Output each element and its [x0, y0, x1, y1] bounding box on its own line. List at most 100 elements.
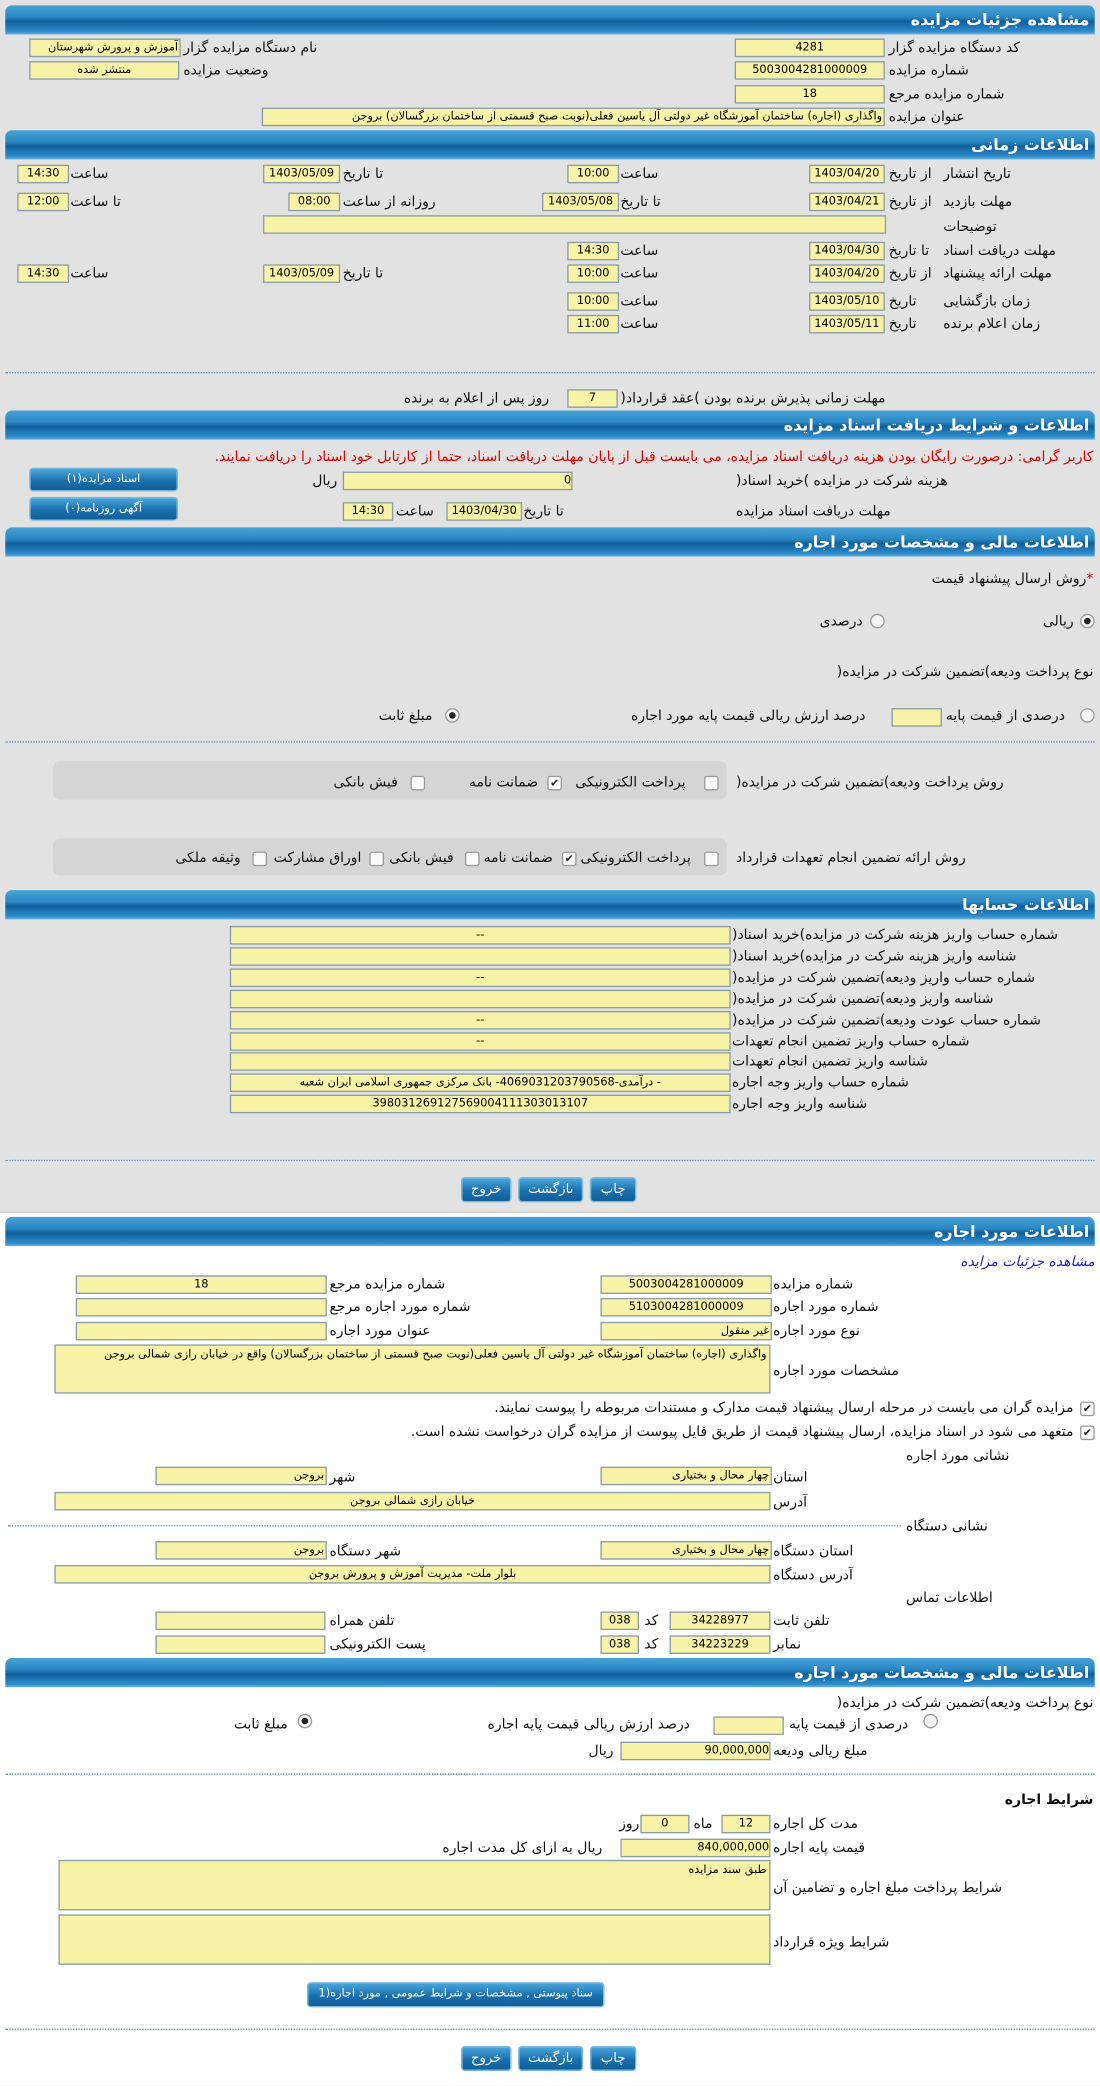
- lease-months-field[interactable]: 12: [721, 1814, 771, 1834]
- account-label: شناسه واریز ودیعه)تضمین شرکت در مزایده(: [732, 991, 994, 1008]
- guarantee-letter-label: ضمانت نامه: [468, 774, 539, 791]
- back-button[interactable]: بازگشت: [518, 1177, 584, 1203]
- phone-code-field[interactable]: 038: [600, 1611, 640, 1631]
- docs-deadline-time[interactable]: 14:30: [342, 502, 394, 521]
- auction-number-field[interactable]: 5003004281000009: [734, 61, 885, 80]
- account-field[interactable]: 398031269127569004111303013107: [229, 1094, 731, 1114]
- auction-status-field[interactable]: منتشر شده: [29, 61, 180, 80]
- to-date-label: تا تاریخ: [620, 193, 661, 210]
- mobile-field[interactable]: [155, 1611, 326, 1631]
- docs-fee-field[interactable]: 0: [342, 471, 573, 491]
- fax-code-field[interactable]: 038: [600, 1635, 640, 1654]
- auction-docs-button[interactable]: اسناد مزایده(۱): [29, 467, 179, 492]
- exit-button[interactable]: خروج: [460, 1177, 512, 1203]
- account-field[interactable]: [229, 947, 731, 966]
- org-province-field[interactable]: چهار محال و بختیاری: [600, 1541, 772, 1560]
- checkbox-bank-receipt[interactable]: [410, 775, 426, 791]
- section-header-lease-finance: اطلاعات مالی و مشخصات مورد اجاره: [5, 1657, 1095, 1688]
- back-button[interactable]: بازگشت: [518, 2045, 584, 2072]
- checkbox-property-collateral[interactable]: [252, 851, 268, 867]
- publish-to-date[interactable]: 1403/05/09: [263, 164, 341, 184]
- attachments-button[interactable]: سناد پیوستی , مشخصات و شرایط عمومی , مور…: [306, 1982, 605, 2008]
- account-field[interactable]: --: [229, 1010, 731, 1030]
- account-field[interactable]: [229, 1052, 731, 1071]
- visit-to-date[interactable]: 1403/05/08: [542, 192, 620, 212]
- city-field[interactable]: بروجن: [155, 1466, 327, 1486]
- account-field[interactable]: --: [229, 968, 731, 988]
- docs-deadline-date[interactable]: 1403/04/30: [446, 502, 523, 521]
- org-name-field[interactable]: آموزش و پرورش شهرستان: [29, 38, 181, 58]
- publish-from-time[interactable]: 10:00: [567, 164, 620, 184]
- from-date-label: از تاریخ: [888, 166, 932, 183]
- newspaper-ad-button[interactable]: آگهی روزنامه(۰): [29, 496, 179, 521]
- auction-title-field[interactable]: واگذاری (اجاره) ساختمان آموزشگاه غیر دول…: [261, 107, 885, 127]
- payment-terms-textarea[interactable]: طبق سند مزایده: [58, 1859, 771, 1911]
- checkbox-electronic-payment[interactable]: [704, 775, 719, 791]
- fax-field[interactable]: 34223229: [669, 1635, 771, 1654]
- phone-field[interactable]: 34228977: [669, 1611, 771, 1631]
- radio-rial[interactable]: [1080, 613, 1095, 629]
- exit-button[interactable]: خروج: [460, 2045, 512, 2072]
- lease-item-type-field[interactable]: غیر منقول: [600, 1321, 772, 1341]
- deposit-percent-field[interactable]: [891, 708, 942, 727]
- email-field[interactable]: [155, 1635, 326, 1654]
- reference-number-field[interactable]: 18: [734, 85, 885, 104]
- checkbox-guarantee-letter[interactable]: [547, 775, 562, 791]
- offer-from-date[interactable]: 1403/04/20: [809, 264, 885, 283]
- lease-spec-textarea[interactable]: واگذاری (اجاره) ساختمان آموزشگاه غیر دول…: [54, 1344, 771, 1394]
- view-auction-details-link[interactable]: مشاهده جزئیات مزایده: [960, 1254, 1095, 1271]
- special-terms-textarea[interactable]: [58, 1914, 771, 1965]
- deposit-percent-desc: درصد ارزش ریالی قیمت پایه مورد اجاره: [631, 708, 866, 725]
- winner-time[interactable]: 11:00: [567, 314, 620, 334]
- radio-lease-deposit-fixed[interactable]: [297, 1713, 313, 1729]
- opening-time[interactable]: 10:00: [567, 292, 620, 311]
- print-button[interactable]: چاپ: [589, 1177, 637, 1203]
- province-field[interactable]: چهار محال و بختیاری: [600, 1466, 772, 1486]
- account-field[interactable]: - درآمدی-4069031203790568- بانک مرکزی جم…: [229, 1073, 731, 1093]
- lease-days-field[interactable]: 0: [640, 1814, 690, 1834]
- property-collateral-label: وثیقه ملکی: [175, 850, 241, 867]
- offer-to-date[interactable]: 1403/05/09: [263, 264, 341, 283]
- org-code-field[interactable]: 4281: [734, 38, 885, 58]
- radio-deposit-percent[interactable]: [1080, 708, 1095, 723]
- opening-date[interactable]: 1403/05/10: [809, 292, 885, 311]
- base-price-field[interactable]: 840,000,000: [620, 1838, 771, 1858]
- checkbox-electronic-payment[interactable]: [704, 851, 719, 867]
- notes-field[interactable]: [263, 215, 887, 234]
- lease-item-number-field[interactable]: 5103004281000009: [600, 1297, 772, 1317]
- checkbox-no-attachment-commitment[interactable]: [1080, 1425, 1095, 1441]
- radio-lease-deposit-percent[interactable]: [923, 1713, 938, 1729]
- lease-item-ref-field[interactable]: [75, 1297, 327, 1317]
- org-address-field[interactable]: بلوار ملت- مدیریت آموزش و پرورش بروجن: [54, 1564, 771, 1584]
- checkbox-participation-bonds[interactable]: [369, 851, 384, 867]
- visit-from-date[interactable]: 1403/04/21: [809, 192, 885, 212]
- account-field[interactable]: [229, 989, 731, 1009]
- lease-auction-number-field[interactable]: 5003004281000009: [600, 1275, 772, 1294]
- lease-deposit-percent-field[interactable]: [713, 1716, 784, 1736]
- checkbox-attach-documents[interactable]: [1080, 1401, 1095, 1417]
- account-field[interactable]: --: [229, 1032, 731, 1051]
- account-field[interactable]: --: [229, 925, 731, 945]
- visit-to-time[interactable]: 12:00: [17, 192, 70, 212]
- lease-item-title-field[interactable]: [75, 1321, 327, 1341]
- checkbox-bank-receipt[interactable]: [464, 851, 480, 867]
- radio-percent[interactable]: [870, 613, 885, 629]
- publish-from-date[interactable]: 1403/04/20: [809, 164, 885, 184]
- docs-to-time[interactable]: 14:30: [567, 241, 620, 261]
- offer-to-time[interactable]: 14:30: [17, 264, 70, 283]
- offer-from-time[interactable]: 10:00: [567, 264, 620, 283]
- radio-deposit-fixed[interactable]: [445, 708, 460, 723]
- acceptance-days-field[interactable]: 7: [567, 389, 618, 408]
- print-button[interactable]: چاپ: [589, 2045, 637, 2072]
- lease-ref-number-field[interactable]: 18: [75, 1275, 327, 1294]
- visit-daily-from-time[interactable]: 08:00: [288, 192, 341, 212]
- publish-to-time[interactable]: 14:30: [17, 164, 70, 184]
- winner-date[interactable]: 1403/05/11: [809, 314, 885, 334]
- checkbox-guarantee-letter[interactable]: [561, 851, 577, 867]
- account-label: شناسه واریز تضمین انجام تعهدات: [732, 1053, 928, 1070]
- address-label: آدرس: [773, 1494, 808, 1511]
- address-field[interactable]: خیابان رازی شمالی بروجن: [54, 1491, 771, 1511]
- docs-to-date[interactable]: 1403/04/30: [809, 241, 885, 261]
- deposit-amount-field[interactable]: 90,000,000: [620, 1741, 771, 1761]
- org-city-field[interactable]: بروجن: [155, 1541, 327, 1560]
